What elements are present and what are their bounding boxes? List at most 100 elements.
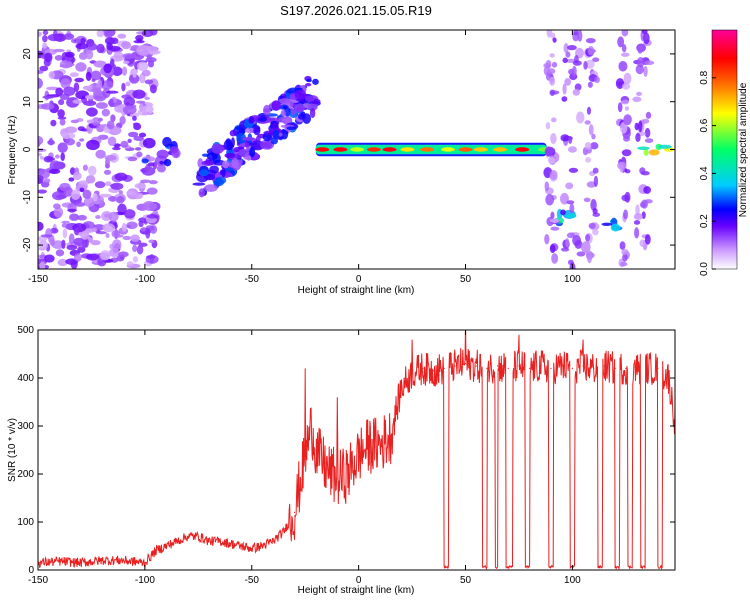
heatmap-cell [169,146,179,154]
heatmap-cell [458,147,473,152]
heatmap-cell [42,95,55,99]
heatmap-cell [136,38,143,43]
heatmap-cell [278,98,292,104]
snr-data-point [443,367,445,369]
y-tick-label: 300 [17,421,34,432]
snr-data-point [507,367,509,369]
heatmap-cell [38,247,46,251]
heatmap-cell [621,82,631,90]
heatmap-cell [544,146,553,157]
heatmap-cell [549,170,558,181]
heatmap-cell [585,157,592,163]
heatmap-cell [586,106,591,115]
heatmap-cell [203,184,218,192]
heatmap-cell [623,135,631,142]
heatmap-cell [282,105,288,110]
heatmap-cell [96,30,105,38]
heatmap-cell [574,83,582,91]
heatmap-cell [59,118,66,126]
snr-data-point [219,540,221,542]
heatmap-cell [642,118,650,124]
snr-data-point [58,560,60,562]
heatmap-cell [64,51,75,58]
heatmap-cell [85,253,100,261]
heatmap-cell [140,227,147,232]
heatmap-cell [567,45,577,51]
heatmap-cell [48,168,61,175]
heatmap-cell [149,84,157,94]
heatmap-cell [61,132,76,140]
heatmap-cell [253,126,261,136]
heatmap-cell [79,138,85,142]
snr-data-point [208,540,210,542]
heatmap-cell [222,160,230,169]
heatmap-cell [105,232,110,239]
heatmap-cell [54,55,63,61]
heatmap-cell [44,254,55,263]
snr-data-point [154,550,157,552]
heatmap-cell [637,45,643,54]
heatmap-cell [648,149,660,156]
heatmap-cell [644,60,655,66]
snr-data-point [80,562,82,564]
heatmap-cell [62,228,68,239]
heatmap-cell [111,66,123,77]
heatmap-cell [82,189,92,199]
colorbar-tick-label: 0.2 [699,214,710,228]
snr-x-ticks: -150 -100 -50 0 50 100 [28,330,581,586]
heatmap-blobs [38,30,675,269]
heatmap-cell [91,227,98,233]
heatmap-cell [162,136,172,148]
heatmap-cell [57,109,65,118]
heatmap-cell [209,165,219,174]
heatmap-cell [133,136,145,141]
heatmap-cell [112,146,121,151]
colorbar-tick-label: 0.0 [699,262,710,276]
snr-data-point [197,535,199,538]
snr-data-point [582,365,584,367]
heatmap-cell [148,180,158,185]
snr-y-label: SNR (10 * v/v) [7,418,18,482]
x-tick-label: -150 [28,274,48,285]
heatmap-cell [69,72,79,78]
y-tick-label: 500 [17,325,34,336]
snr-data-point [358,454,360,456]
heatmap-cell [272,122,279,130]
heatmap-cell [619,241,626,250]
heatmap-cell [57,142,68,153]
heatmap-cell [583,60,588,70]
heatmap-cell [576,251,586,257]
heatmap-cell [39,65,49,72]
heatmap-cell [588,222,596,229]
heatmap-cell [108,98,114,108]
colorbar-tick-label: 0.8 [699,70,710,84]
heatmap-cell [42,30,49,36]
heatmap-cell [100,250,111,261]
heatmap-cell [49,160,61,171]
heatmap-cell [583,197,591,203]
heatmap-cell [549,53,555,58]
heatmap-cell [561,96,568,102]
heatmap-cell [136,244,144,255]
heatmap-cell [420,147,435,152]
heatmap-cell [59,59,73,69]
heatmap-cell [580,241,591,254]
heatmap-cell [617,36,625,48]
y-tick-label: 20 [22,48,33,60]
heatmap-cell [644,127,651,138]
heatmap-cell [569,203,575,214]
heatmap-cell [197,158,204,169]
heatmap-cell [38,174,44,184]
heatmap-cell [119,116,126,125]
heatmap-cell [98,193,112,198]
heatmap-cell [61,220,70,224]
heatmap-cell [617,102,623,113]
heatmap-cell [136,151,143,158]
snr-data-point [646,367,648,369]
heatmap-cell [38,221,44,231]
heatmap-cell [61,223,67,228]
x-tick-label: 50 [460,274,472,285]
heatmap-cell [53,207,64,218]
heatmap-cell [260,139,275,150]
